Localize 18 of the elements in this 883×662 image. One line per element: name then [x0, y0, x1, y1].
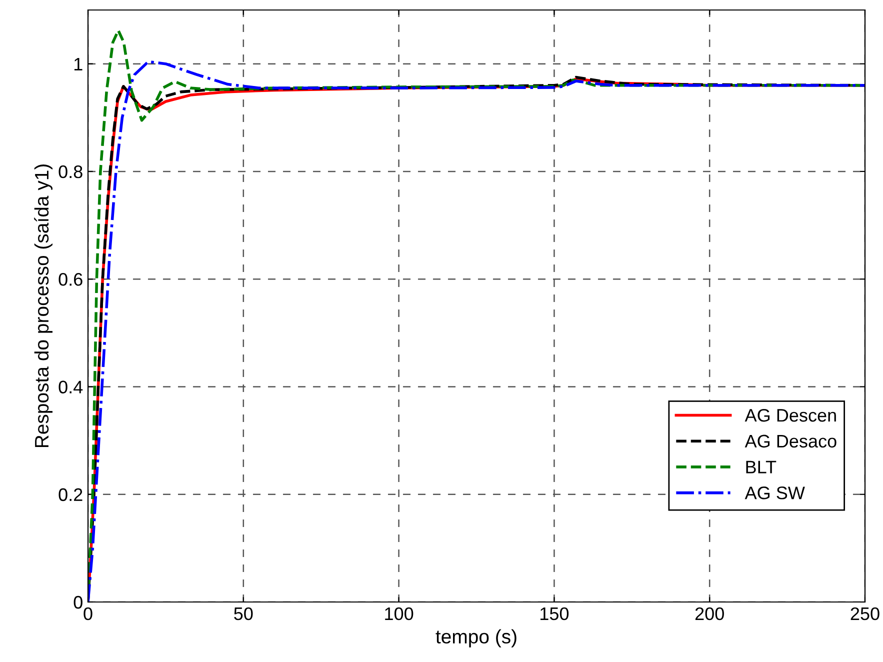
- x-tick-label: 200: [695, 607, 724, 620]
- y-tick-label: 0.2: [58, 488, 82, 502]
- legend-label: AG SW: [744, 486, 805, 500]
- legend-label: AG Desaco: [744, 434, 836, 448]
- y-tick-label: 1: [74, 58, 82, 70]
- legend-label: AG Descen: [744, 408, 836, 422]
- x-axis-title: tempo (s): [436, 629, 516, 648]
- y-tick-label: 0: [74, 596, 82, 609]
- y-axis-title: Resposta do processo (saída y1): [34, 164, 52, 448]
- y-tick-label: 0.8: [58, 165, 82, 178]
- y-tick-label: 0.6: [58, 273, 82, 286]
- x-tick-label: 150: [540, 607, 569, 620]
- legend-label: BLT: [746, 460, 776, 474]
- x-tick-label: 50: [234, 607, 253, 620]
- x-tick-label: 100: [385, 607, 414, 620]
- x-tick-label: 0: [84, 607, 92, 620]
- y-tick-label: 0.4: [58, 380, 83, 394]
- x-tick-label: 250: [850, 607, 880, 620]
